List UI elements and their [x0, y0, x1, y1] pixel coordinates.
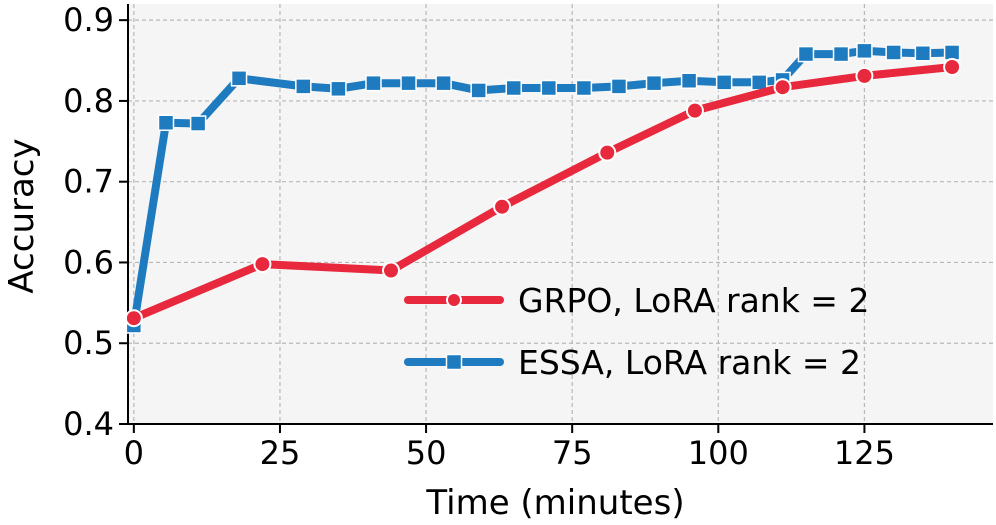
- y-tick-label-4: 0.8: [63, 82, 114, 120]
- axes: [127, 4, 993, 425]
- data-point-6: [365, 74, 382, 92]
- x-tick-label-3: 75: [552, 434, 593, 472]
- data-point-1: [157, 114, 175, 131]
- data-point-11: [540, 79, 558, 97]
- y-tick-label-0: 0.4: [63, 405, 114, 443]
- x-tick-label-2: 50: [406, 434, 447, 472]
- data-point-12: [575, 79, 593, 97]
- y-tick-label-5: 0.9: [63, 1, 114, 39]
- x-axis-ticks: 0 25 50 75 100 125: [124, 424, 895, 472]
- data-point-24: [943, 44, 961, 61]
- data-point-23: [914, 45, 932, 62]
- data-point-0: [124, 309, 143, 328]
- data-point-2: [382, 261, 401, 280]
- data-point-3: [230, 70, 248, 87]
- y-axis-label: Accuracy: [2, 138, 42, 293]
- legend-label: GRPO, LoRA rank = 2: [518, 281, 869, 320]
- data-point-4: [598, 143, 617, 162]
- y-tick-label-1: 0.5: [63, 324, 114, 362]
- y-tick-label-2: 0.6: [63, 243, 114, 281]
- data-point-19: [797, 45, 815, 63]
- data-point-21: [856, 42, 873, 60]
- data-point-17: [750, 74, 768, 91]
- x-tick-label-0: 0: [124, 434, 144, 472]
- legend-marker: [446, 292, 462, 308]
- legend-entry-0: GRPO, LoRA rank = 2: [404, 281, 869, 320]
- plot-background: [128, 4, 993, 424]
- data-point-22: [885, 44, 902, 61]
- data-point-8: [435, 74, 452, 92]
- data-point-4: [295, 78, 312, 95]
- data-point-6: [773, 78, 792, 97]
- data-point-1: [253, 255, 272, 274]
- data-point-3: [493, 197, 512, 216]
- series-grpo: [124, 58, 962, 328]
- data-point-20: [832, 45, 850, 63]
- grid-lines: [128, 4, 993, 425]
- legend-marker: [445, 353, 463, 371]
- series-layer: [124, 42, 962, 334]
- x-tick-label-4: 100: [688, 434, 749, 472]
- data-point-7: [400, 74, 417, 92]
- data-point-13: [610, 78, 628, 95]
- data-point-15: [680, 72, 698, 89]
- x-axis-label: Time (minutes): [425, 483, 684, 523]
- x-tick-label-5: 125: [834, 434, 895, 472]
- x-tick-label-1: 25: [260, 434, 301, 472]
- y-tick-label-3: 0.7: [63, 163, 114, 201]
- y-axis-ticks: 0.4 0.5 0.6 0.7 0.8 0.9: [63, 1, 128, 443]
- data-point-10: [505, 79, 522, 97]
- data-point-5: [685, 101, 704, 120]
- legend-label: ESSA, LoRA rank = 2: [518, 343, 861, 382]
- data-point-5: [330, 80, 347, 98]
- data-point-16: [715, 74, 733, 91]
- legend: GRPO, LoRA rank = 2 ESSA, LoRA rank = 2: [404, 281, 869, 382]
- data-point-14: [645, 74, 663, 92]
- data-point-7: [855, 66, 874, 85]
- legend-entry-1: ESSA, LoRA rank = 2: [404, 343, 861, 382]
- data-point-2: [189, 115, 207, 132]
- data-point-8: [943, 58, 962, 76]
- data-point-9: [470, 82, 487, 99]
